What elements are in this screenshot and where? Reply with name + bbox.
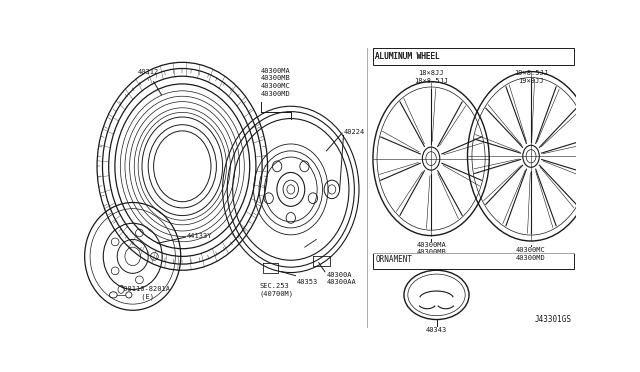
Text: 19×8.5JJ
19×9JJ: 19×8.5JJ 19×9JJ — [514, 70, 548, 84]
Text: 40300MA
40300MB
40300MC
40300MD: 40300MA 40300MB 40300MC 40300MD — [260, 68, 291, 97]
FancyBboxPatch shape — [373, 48, 575, 65]
Text: J43301GS: J43301GS — [535, 315, 572, 324]
Text: ORNAMENT: ORNAMENT — [375, 255, 412, 264]
Text: 18×8JJ
18×8.5JJ: 18×8JJ 18×8.5JJ — [414, 70, 448, 84]
FancyBboxPatch shape — [373, 253, 575, 269]
Text: 44133Y: 44133Y — [187, 232, 212, 238]
Text: 40300A
40300AA: 40300A 40300AA — [326, 272, 356, 285]
Text: ³08110-8201A
     (E): ³08110-8201A (E) — [120, 286, 172, 300]
Text: 40224: 40224 — [344, 129, 365, 135]
Text: 40300MA
40300MB: 40300MA 40300MB — [416, 242, 446, 255]
Text: ALUMINUM WHEEL: ALUMINUM WHEEL — [375, 52, 440, 61]
Text: SEC.253
(40700M): SEC.253 (40700M) — [260, 283, 294, 297]
Text: ALUMINUM WHEEL: ALUMINUM WHEEL — [375, 52, 440, 61]
Text: 40312: 40312 — [138, 69, 159, 75]
Text: 40300MC
40300MD: 40300MC 40300MD — [516, 247, 546, 261]
Text: 40353: 40353 — [296, 279, 317, 285]
Text: 40343: 40343 — [426, 327, 447, 333]
